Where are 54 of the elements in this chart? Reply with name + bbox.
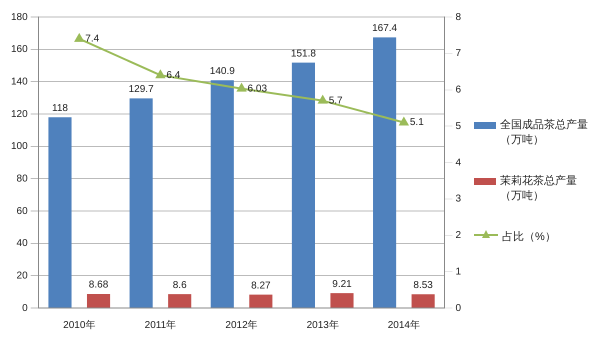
y-tick-label: 120 bbox=[10, 108, 28, 120]
bar bbox=[86, 294, 110, 308]
bar bbox=[249, 294, 272, 308]
data-label: 8.53 bbox=[413, 280, 434, 291]
x-tick-label: 2010年 bbox=[63, 318, 96, 331]
y-tick-label: 180 bbox=[10, 12, 28, 23]
y2-tick-label: 5 bbox=[455, 120, 462, 132]
y-tick-label: 0 bbox=[22, 302, 28, 314]
data-label: 8.68 bbox=[88, 280, 109, 291]
data-label: 151.8 bbox=[290, 48, 316, 60]
point bbox=[399, 117, 408, 126]
bar bbox=[130, 98, 153, 308]
y2-tick-label: 3 bbox=[455, 194, 462, 205]
bar bbox=[330, 293, 354, 308]
data-label: 8.6 bbox=[172, 280, 188, 291]
x-tick-label: 2011年 bbox=[144, 318, 176, 331]
y-tick-label: 160 bbox=[10, 44, 28, 56]
bar bbox=[210, 80, 234, 308]
point bbox=[74, 34, 84, 42]
data-label: 9.21 bbox=[332, 278, 352, 290]
bar bbox=[48, 117, 72, 308]
y2-tick-label: 0 bbox=[455, 302, 462, 314]
y2-tick-label: 8 bbox=[455, 12, 462, 23]
data-label: 8.27 bbox=[251, 280, 271, 292]
y2-tick-label: 6 bbox=[455, 84, 462, 96]
point bbox=[156, 70, 165, 78]
point bbox=[237, 84, 246, 92]
point bbox=[318, 96, 328, 104]
y-tick-label: 100 bbox=[10, 141, 28, 152]
data-label: 167.4 bbox=[372, 23, 398, 34]
legend-label: 全国成品茶总产量（万吨） bbox=[500, 118, 589, 148]
y-tick-label: 80 bbox=[16, 173, 28, 184]
legend-label: 茉莉花茶总产量（万吨） bbox=[500, 174, 578, 204]
y2-tick-label: 2 bbox=[455, 230, 462, 241]
bar bbox=[292, 62, 316, 308]
data-label: 118 bbox=[52, 102, 68, 114]
y-tick-label: 140 bbox=[10, 76, 28, 88]
x-tick-label: 2013年 bbox=[306, 318, 339, 331]
data-label: 140.9 bbox=[210, 66, 236, 77]
y2-tick-label: 4 bbox=[455, 157, 462, 168]
y-tick-label: 60 bbox=[16, 206, 28, 217]
data-label: 7.4 bbox=[85, 34, 100, 45]
bar bbox=[168, 294, 192, 308]
y2-tick-label: 1 bbox=[455, 266, 462, 278]
bar bbox=[412, 294, 435, 308]
y2-tick-label: 7 bbox=[455, 48, 462, 60]
data-label: 5.1 bbox=[410, 117, 424, 128]
x-tick-label: 2012年 bbox=[225, 318, 258, 331]
bar bbox=[373, 37, 396, 308]
y-tick-label: 40 bbox=[16, 238, 28, 250]
data-label: 129.7 bbox=[128, 84, 154, 96]
y-tick-label: 20 bbox=[16, 270, 28, 282]
x-tick-label: 2014年 bbox=[388, 318, 420, 331]
legend-label: 占比（%） bbox=[502, 230, 557, 245]
